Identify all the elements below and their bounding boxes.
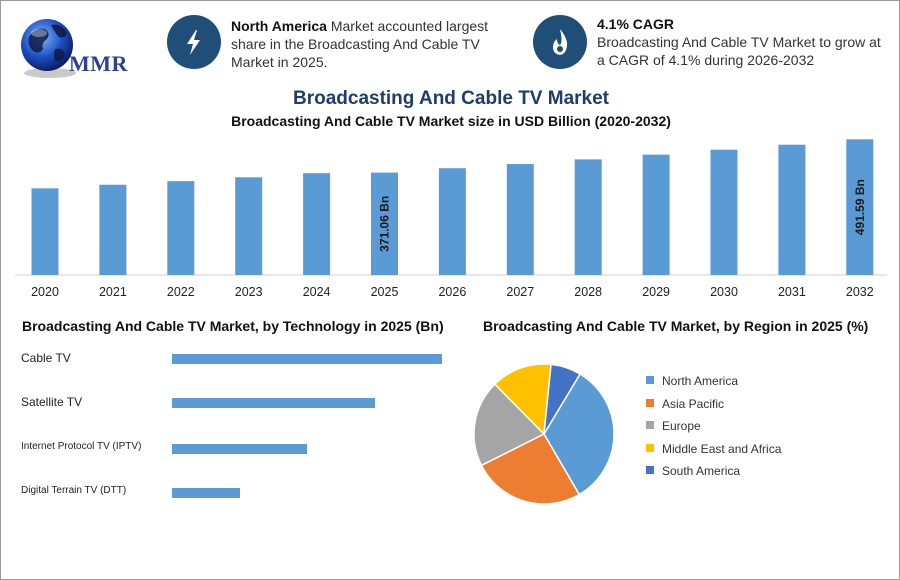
legend-swatch bbox=[646, 443, 654, 452]
main-title: Broadcasting And Cable TV Market bbox=[292, 88, 610, 109]
bar-chart-title: Broadcasting And Cable TV Market size in… bbox=[231, 113, 671, 129]
bar-2023 bbox=[235, 177, 263, 275]
flame-icon bbox=[553, 29, 568, 55]
x-tick-label: 2020 bbox=[31, 285, 59, 299]
x-tick-label: 2032 bbox=[846, 285, 874, 299]
bar-2022 bbox=[167, 181, 195, 275]
bar-2025 bbox=[371, 172, 398, 275]
highlight-right-bold: 4.1% CAGR bbox=[597, 16, 675, 32]
bar-2031 bbox=[778, 144, 806, 275]
mmr-logo: MMR bbox=[15, 15, 145, 81]
bar-2020 bbox=[31, 188, 59, 275]
legend-swatch bbox=[646, 466, 654, 474]
region-chart-title: Broadcasting And Cable TV Market, by Reg… bbox=[483, 318, 869, 334]
legend-swatch bbox=[646, 376, 654, 384]
legend-item: Middle East and Africa bbox=[646, 442, 781, 456]
x-tick-label: 2027 bbox=[506, 285, 534, 299]
highlight-left-body: Market accounted largest share in the Br… bbox=[231, 18, 489, 70]
pie-slice-europe bbox=[473, 383, 546, 467]
technology-label: Digital Terrain TV (DTT) bbox=[21, 485, 127, 496]
region-pie-chart bbox=[473, 363, 615, 505]
highlight-left-badge bbox=[167, 15, 221, 69]
bar-data-label: 371.06 Bn bbox=[378, 196, 392, 252]
bar-2024 bbox=[303, 173, 331, 275]
bar-2029 bbox=[642, 154, 670, 275]
bar-2021 bbox=[99, 184, 127, 275]
globe-icon bbox=[21, 19, 76, 78]
x-tick-label: 2023 bbox=[235, 285, 263, 299]
x-tick-label: 2025 bbox=[371, 285, 399, 299]
lightning-icon bbox=[187, 30, 200, 55]
technology-bar bbox=[172, 354, 442, 364]
bar-2026 bbox=[438, 168, 466, 275]
technology-label: Cable TV bbox=[21, 351, 71, 365]
bar-2030 bbox=[710, 149, 738, 275]
technology-label: Satellite TV bbox=[21, 395, 83, 409]
legend-item: North America bbox=[646, 374, 738, 388]
pie-slice-south-america bbox=[543, 363, 582, 435]
legend-swatch bbox=[646, 421, 654, 429]
x-tick-label: 2024 bbox=[303, 285, 331, 299]
bar-data-label: 491.59 Bn bbox=[853, 179, 867, 235]
pie-slice-middle-east-and-africa bbox=[493, 363, 552, 436]
highlight-left-text: North America Market accounted largest s… bbox=[231, 17, 511, 71]
x-tick-label: 2028 bbox=[574, 285, 602, 299]
x-tick-label: 2031 bbox=[778, 285, 806, 299]
highlight-left-bold: North America bbox=[231, 18, 327, 34]
x-tick-label: 2022 bbox=[167, 285, 195, 299]
market-size-bar-chart: 2020 2021 2022 2023 2024 2025 371.06 Bn 2026 202… bbox=[15, 139, 887, 299]
highlight-right-body: Broadcasting And Cable TV Market to grow… bbox=[597, 34, 881, 68]
logo-text: MMR bbox=[69, 51, 128, 76]
x-tick-label: 2021 bbox=[99, 285, 127, 299]
technology-bar bbox=[172, 488, 240, 498]
legend-item: Europe bbox=[646, 419, 701, 433]
legend-item: Asia Pacific bbox=[646, 397, 724, 411]
bar-2027 bbox=[506, 164, 534, 275]
bar-2032 bbox=[846, 139, 874, 275]
pie-slice-asia-pacific bbox=[480, 433, 581, 505]
technology-chart-title: Broadcasting And Cable TV Market, by Tec… bbox=[22, 318, 444, 334]
highlight-right-text: 4.1% CAGR Broadcasting And Cable TV Mark… bbox=[597, 15, 887, 69]
technology-bar bbox=[172, 444, 307, 454]
technology-bar bbox=[172, 398, 375, 408]
pie-slice-north-america bbox=[543, 372, 615, 496]
legend-item: South America bbox=[646, 464, 740, 478]
highlight-right-badge bbox=[533, 15, 587, 69]
legend-swatch bbox=[646, 398, 654, 407]
x-tick-label: 2030 bbox=[710, 285, 738, 299]
x-tick-label: 2029 bbox=[642, 285, 670, 299]
technology-label: Internet Protocol TV (IPTV) bbox=[21, 441, 142, 452]
legend-label: Asia Pacific bbox=[662, 396, 725, 411]
legend-label: Europe bbox=[662, 419, 701, 433]
bar-2028 bbox=[574, 159, 602, 275]
legend-label: North America bbox=[662, 374, 739, 388]
legend-label: South America bbox=[662, 464, 741, 478]
x-tick-label: 2026 bbox=[438, 285, 466, 299]
legend-label: Middle East and Africa bbox=[662, 441, 782, 456]
